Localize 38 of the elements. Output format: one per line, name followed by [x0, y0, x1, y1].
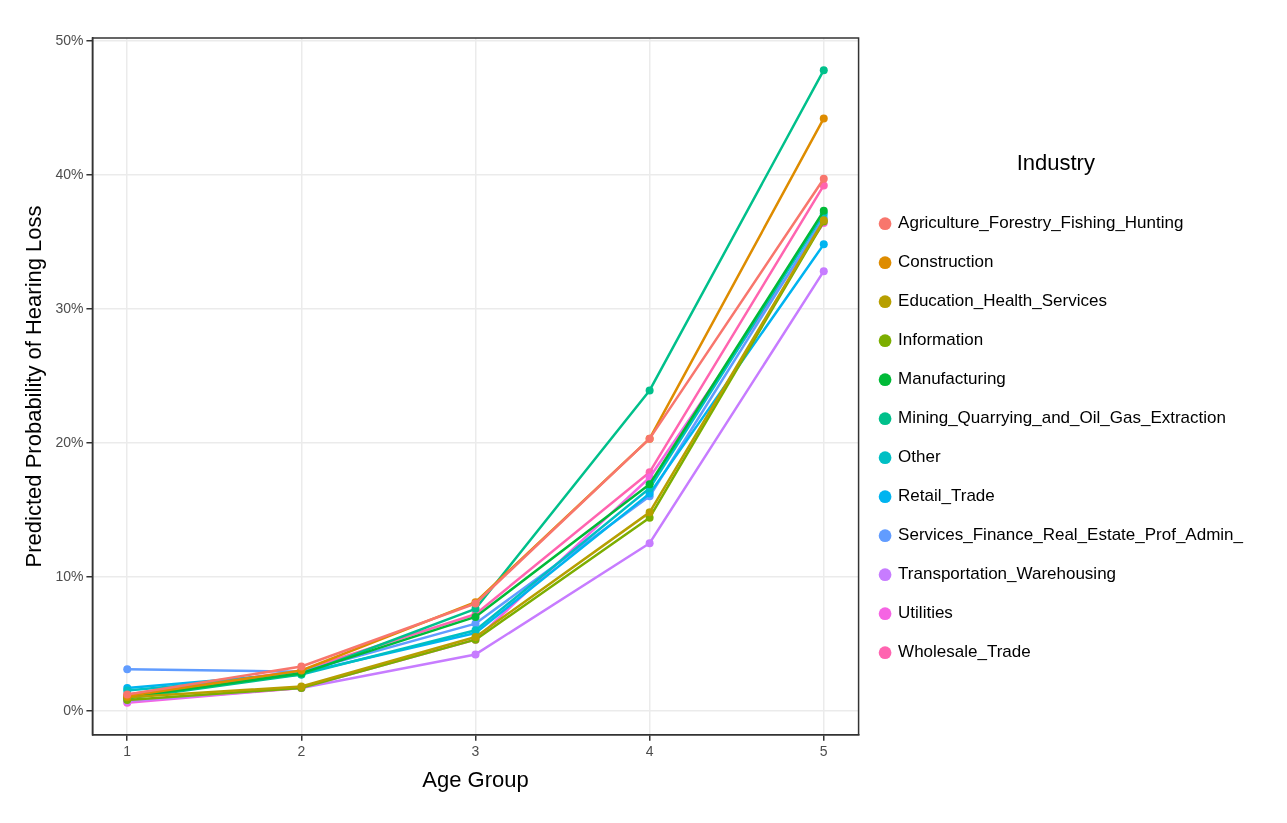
legend-label: Utilities: [898, 603, 953, 623]
y-tick-label: 10%: [55, 567, 84, 584]
x-tick-label: 2: [297, 743, 306, 760]
point: [645, 480, 654, 489]
legend-label: Agriculture_Forestry_Fishing_Hunting: [898, 213, 1184, 233]
x-tick-label: 5: [819, 743, 828, 760]
legend-label: Education_Health_Services: [898, 291, 1107, 311]
y-tick-label: 20%: [55, 433, 84, 450]
point: [819, 114, 828, 123]
point: [819, 267, 828, 276]
x-axis-title: Age Group: [422, 766, 529, 792]
legend-title: Industry: [1016, 149, 1095, 175]
point: [819, 66, 828, 75]
y-axis-title: Predicted Probability of Hearing Loss: [21, 205, 47, 568]
point: [123, 665, 132, 674]
point: [645, 386, 654, 395]
point: [297, 662, 306, 671]
y-tick-label: 40%: [55, 165, 84, 182]
point: [645, 508, 654, 517]
x-tick-label: 1: [123, 743, 132, 760]
point: [819, 240, 828, 249]
legend-label: Transportation_Warehousing: [898, 564, 1117, 584]
legend-label: Information: [898, 330, 984, 350]
point: [645, 539, 654, 548]
x-tick-label: 3: [471, 743, 480, 760]
point: [471, 650, 480, 659]
legend-label: Mining_Quarrying_and_Oil_Gas_Extraction: [898, 408, 1226, 428]
y-tick-label: 0%: [63, 701, 84, 718]
legend-label: Retail_Trade: [898, 486, 995, 506]
legend-label: Wholesale_Trade: [898, 642, 1031, 662]
x-tick-label: 4: [645, 743, 654, 760]
y-tick-label: 50%: [55, 31, 84, 48]
y-tick-label: 30%: [55, 299, 84, 316]
point: [819, 174, 828, 183]
legend-label: Construction: [898, 252, 994, 272]
legend-label: Manufacturing: [898, 369, 1006, 389]
legend-label: Other: [898, 447, 941, 467]
legend-label: Services_Finance_Real_Estate_Prof_Admin_: [898, 525, 1244, 545]
